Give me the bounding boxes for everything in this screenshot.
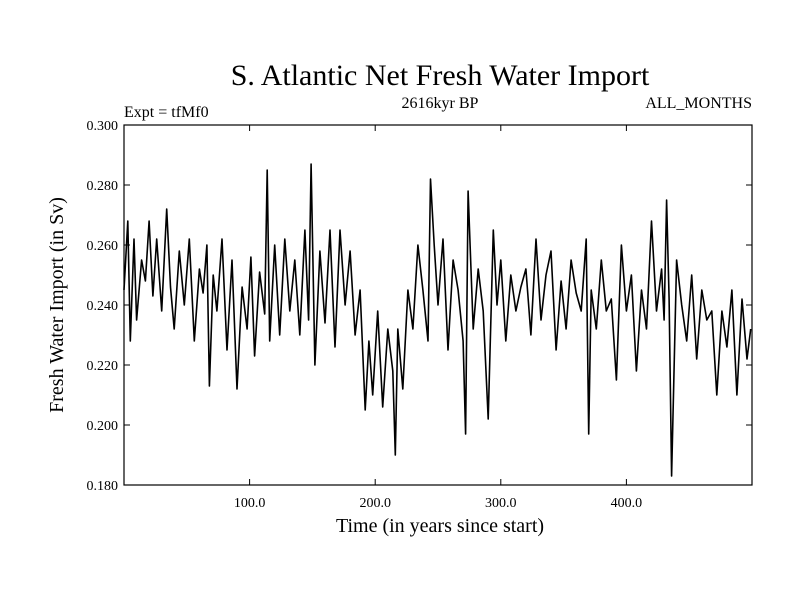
x-tick-label: 400.0 xyxy=(611,496,643,511)
y-axis-label: Fresh Water Import (in Sv) xyxy=(46,197,68,413)
plot-frame xyxy=(123,124,753,486)
y-tick-label: 0.240 xyxy=(87,299,119,314)
y-tick-label: 0.220 xyxy=(87,359,119,374)
y-tick-label: 0.300 xyxy=(87,119,119,134)
x-axis-label: Time (in years since start) xyxy=(336,515,544,537)
y-tick-label: 0.260 xyxy=(87,239,119,254)
y-tick-label: 0.180 xyxy=(87,479,119,494)
x-axis: 100.0 200.0 300.0 400.0 xyxy=(234,125,642,511)
experiment-label: Expt = tfMf0 xyxy=(124,104,209,121)
fresh-water-series-line xyxy=(123,163,752,477)
chart-title: S. Atlantic Net Fresh Water Import xyxy=(231,59,650,92)
x-tick-label: 100.0 xyxy=(234,496,266,511)
x-tick-label: 300.0 xyxy=(485,496,517,511)
y-tick-label: 0.200 xyxy=(87,419,119,434)
months-label: ALL_MONTHS xyxy=(645,95,752,112)
x-tick-label: 200.0 xyxy=(359,496,391,511)
y-tick-label: 0.280 xyxy=(87,179,119,194)
y-axis: 0.180 0.200 0.220 0.240 0.260 0.280 0.300 xyxy=(87,119,752,494)
chart-subtitle: 2616kyr BP xyxy=(402,95,479,112)
